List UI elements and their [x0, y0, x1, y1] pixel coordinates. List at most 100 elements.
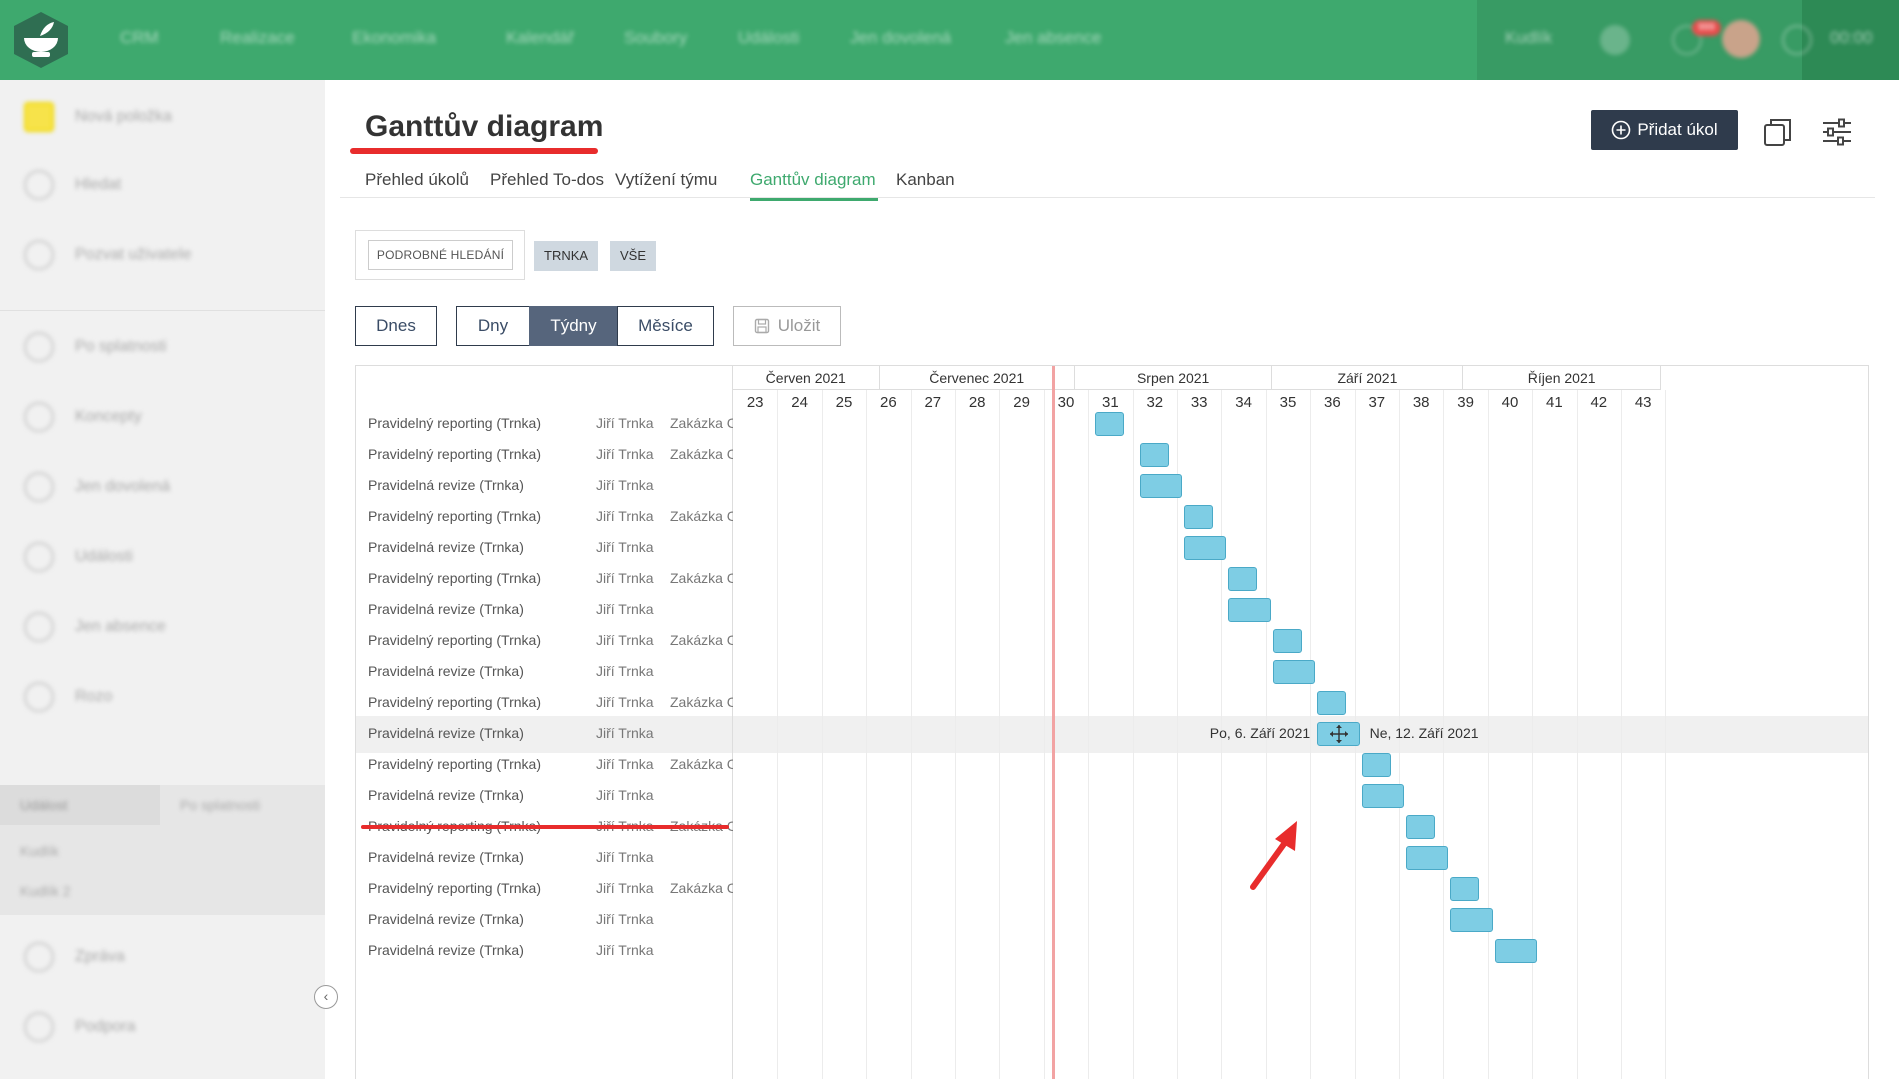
sidebar-item-invite[interactable]: Pozvat uživatele	[20, 236, 310, 276]
gantt-bar[interactable]	[1406, 846, 1449, 870]
tab-todos-overview[interactable]: Přehled To-dos	[490, 170, 605, 189]
gantt-bar[interactable]	[1095, 412, 1125, 436]
tab-task-overview[interactable]: Přehled úkolů	[365, 170, 469, 189]
sidebar-collapse-chevron-icon[interactable]: ‹	[314, 985, 338, 1009]
gantt-bar[interactable]	[1184, 505, 1214, 529]
task-name[interactable]: Pravidelná revize (Trnka)	[368, 849, 524, 865]
task-name[interactable]: Pravidelná revize (Trnka)	[368, 725, 524, 741]
user-name[interactable]: Kudlík	[1505, 28, 1553, 47]
sidebar-panel: Událost Po splatnosti Kudlík Kudlík 2	[0, 785, 325, 915]
month-label: Červen 2021	[733, 366, 880, 390]
avatar[interactable]	[1722, 20, 1760, 58]
gantt-bar[interactable]	[1406, 815, 1436, 839]
sidebar-item-drafts[interactable]: Koncepty	[20, 398, 310, 438]
panel-tab-overdue[interactable]: Po splatnosti	[180, 797, 261, 813]
gantt-bar[interactable]	[1228, 567, 1258, 591]
anchor-icon	[24, 612, 54, 642]
nav-kalendar[interactable]: Kalendář	[506, 28, 575, 47]
task-name[interactable]: Pravidelný reporting (Trnka)	[368, 694, 541, 710]
week-label: 43	[1634, 394, 1652, 411]
sliders-icon[interactable]	[1821, 116, 1853, 148]
task-name[interactable]: Pravidelná revize (Trnka)	[368, 539, 524, 555]
panel-tab-event[interactable]: Událost	[20, 797, 68, 813]
bell-icon[interactable]	[1672, 25, 1702, 55]
task-name[interactable]: Pravidelný reporting (Trnka)	[368, 415, 541, 431]
plus-circle-icon	[1612, 120, 1631, 140]
tab-gantt[interactable]: Ganttův diagram	[750, 170, 876, 189]
task-user: Jiří Trnka	[596, 694, 654, 710]
task-name[interactable]: Pravidelný reporting (Trnka)	[368, 508, 541, 524]
tab-kanban[interactable]: Kanban	[896, 170, 955, 189]
weeks-button[interactable]: Týdny	[529, 306, 618, 346]
days-button[interactable]: Dny	[456, 306, 530, 346]
gantt-bar-dragging[interactable]	[1317, 722, 1360, 746]
nav-crm[interactable]: CRM	[120, 28, 159, 47]
sidebar-item-new[interactable]: Nová položka	[20, 98, 310, 138]
filter-tag-trnka[interactable]: TRNKA	[534, 241, 599, 271]
sidebar-item-rozo[interactable]: Rozo	[20, 678, 310, 718]
gantt-bar[interactable]	[1317, 691, 1347, 715]
sidebar-item-absence[interactable]: Jen absence	[20, 608, 310, 648]
task-name[interactable]: Pravidelný reporting (Trnka)	[368, 570, 541, 586]
filter-tag-all[interactable]: VŠE	[610, 241, 657, 271]
stopwatch-icon[interactable]	[1782, 25, 1812, 55]
task-name[interactable]: Pravidelná revize (Trnka)	[368, 477, 524, 493]
nav-realizace[interactable]: Realizace	[220, 28, 295, 47]
panel-list-item[interactable]: Kudlík 2	[20, 883, 71, 899]
tab-team-load[interactable]: Vytížení týmu	[615, 170, 718, 189]
task-name[interactable]: Pravidelný reporting (Trnka)	[368, 632, 541, 648]
sidebar-item-vacation[interactable]: Jen dovolená	[20, 468, 310, 508]
nav-ekonomika[interactable]: Ekonomika	[352, 28, 437, 47]
gantt-bar[interactable]	[1361, 753, 1391, 777]
task-name[interactable]: Pravidelná revize (Trnka)	[368, 601, 524, 617]
gantt-bar[interactable]	[1450, 908, 1493, 932]
panel-list-item[interactable]: Kudlík	[20, 843, 59, 859]
add-task-button[interactable]: Přidat úkol	[1591, 110, 1738, 150]
task-name[interactable]: Pravidelný reporting (Trnka)	[368, 446, 541, 462]
settings-icon[interactable]	[1600, 25, 1630, 55]
gantt-bar[interactable]	[1272, 660, 1316, 684]
sidebar-item-search[interactable]: Hledat	[20, 166, 310, 206]
gantt-bar[interactable]	[1272, 629, 1302, 653]
app-logo-icon[interactable]	[10, 10, 72, 70]
sidebar-item-overdue[interactable]: Po splatnosti	[20, 328, 310, 368]
nav-soubory[interactable]: Soubory	[624, 28, 688, 47]
week-gridline	[1532, 390, 1534, 1079]
task-user: Jiří Trnka	[596, 663, 654, 679]
week-gridline	[1177, 390, 1178, 1079]
task-name[interactable]: Pravidelná revize (Trnka)	[368, 911, 524, 927]
task-name[interactable]: Pravidelný reporting (Trnka)	[368, 880, 541, 896]
today-button[interactable]: Dnes	[355, 306, 437, 346]
task-project: Zakázka C	[670, 415, 733, 431]
sidebar-item-support[interactable]: Podpora	[20, 1008, 310, 1048]
gantt-bar[interactable]	[1139, 443, 1169, 467]
nav-udalosti[interactable]: Události	[738, 28, 800, 47]
gantt-bar[interactable]	[1228, 598, 1271, 622]
task-name[interactable]: Pravidelná revize (Trnka)	[368, 787, 524, 803]
task-project: Zakázka C	[670, 446, 733, 462]
task-user: Jiří Trnka	[596, 446, 654, 462]
sidebar-item-label: Podpora	[75, 1018, 136, 1035]
copy-icon[interactable]	[1762, 116, 1794, 148]
task-name[interactable]: Pravidelná revize (Trnka)	[368, 942, 524, 958]
gantt-bar[interactable]	[1361, 784, 1404, 808]
gantt-bar[interactable]	[1184, 536, 1227, 560]
sidebar-item-message[interactable]: Zpráva	[20, 938, 310, 978]
gantt-bar[interactable]	[1450, 877, 1480, 901]
months-button[interactable]: Měsíce	[617, 306, 714, 346]
nav-jen-absence[interactable]: Jen absence	[1005, 28, 1102, 47]
week-gridline	[1487, 390, 1489, 1079]
week-gridline	[1221, 390, 1223, 1079]
calendar-icon	[24, 542, 54, 572]
sidebar-item-events[interactable]: Události	[20, 538, 310, 578]
advanced-search-button[interactable]: PODROBNÉ HLEDÁNÍ	[368, 240, 513, 270]
gantt-chart: Pravidelný reporting (Trnka) Jiří Trnka Za…	[355, 365, 1869, 1079]
week-label: 28	[968, 394, 986, 411]
save-button[interactable]: Uložit	[733, 306, 841, 346]
task-project: Zakázka C	[670, 570, 733, 586]
gantt-bar[interactable]	[1139, 474, 1182, 498]
task-name[interactable]: Pravidelný reporting (Trnka)	[368, 756, 541, 772]
nav-jen-dovolena[interactable]: Jen dovolená	[850, 28, 952, 47]
gantt-bar[interactable]	[1494, 939, 1538, 963]
task-name[interactable]: Pravidelná revize (Trnka)	[368, 663, 524, 679]
